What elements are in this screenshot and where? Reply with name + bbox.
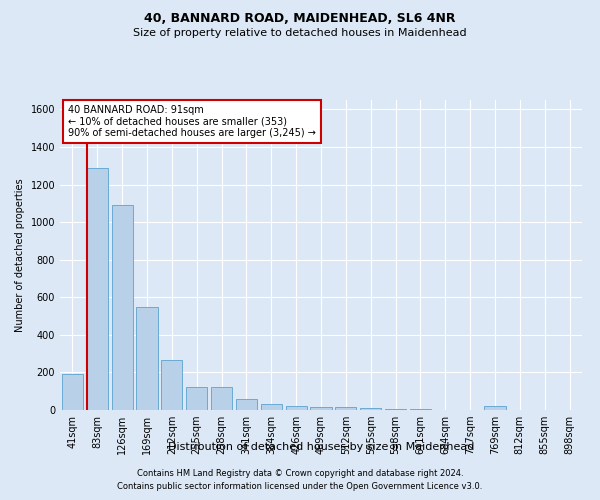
Bar bbox=[62, 374, 83, 410]
Bar bbox=[484, 406, 506, 410]
Bar bbox=[385, 409, 406, 410]
Bar bbox=[410, 409, 431, 410]
Text: 40 BANNARD ROAD: 91sqm
← 10% of detached houses are smaller (353)
90% of semi-de: 40 BANNARD ROAD: 91sqm ← 10% of detached… bbox=[68, 104, 316, 138]
Bar bbox=[236, 398, 257, 410]
Bar bbox=[186, 388, 207, 410]
Bar bbox=[136, 306, 158, 410]
Text: Contains HM Land Registry data © Crown copyright and database right 2024.: Contains HM Land Registry data © Crown c… bbox=[137, 468, 463, 477]
Bar bbox=[335, 407, 356, 410]
Bar bbox=[261, 404, 282, 410]
Bar bbox=[112, 205, 133, 410]
Bar bbox=[87, 168, 108, 410]
Text: Distribution of detached houses by size in Maidenhead: Distribution of detached houses by size … bbox=[168, 442, 474, 452]
Bar bbox=[286, 406, 307, 410]
Text: 40, BANNARD ROAD, MAIDENHEAD, SL6 4NR: 40, BANNARD ROAD, MAIDENHEAD, SL6 4NR bbox=[144, 12, 456, 26]
Y-axis label: Number of detached properties: Number of detached properties bbox=[15, 178, 25, 332]
Bar bbox=[211, 388, 232, 410]
Bar bbox=[161, 360, 182, 410]
Text: Contains public sector information licensed under the Open Government Licence v3: Contains public sector information licen… bbox=[118, 482, 482, 491]
Bar bbox=[310, 407, 332, 410]
Bar bbox=[360, 408, 381, 410]
Text: Size of property relative to detached houses in Maidenhead: Size of property relative to detached ho… bbox=[133, 28, 467, 38]
